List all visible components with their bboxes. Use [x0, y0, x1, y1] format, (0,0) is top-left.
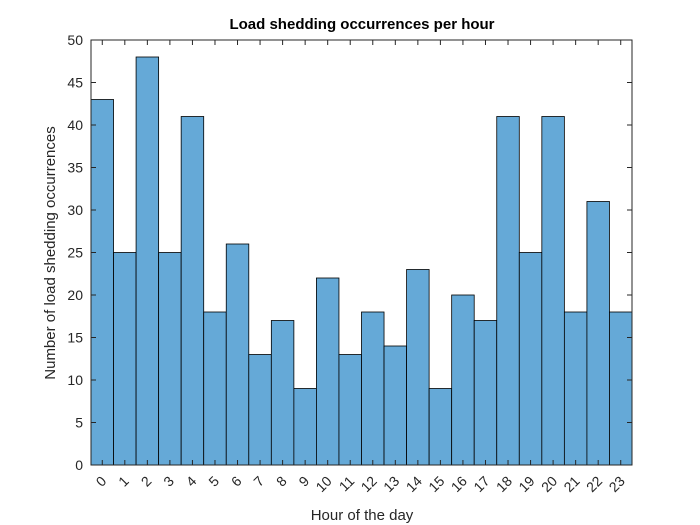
- x-tick-label-22: 22: [583, 473, 605, 495]
- bar-17: [473, 320, 498, 466]
- x-tick-label-0: 0: [93, 473, 110, 490]
- bar-1: [113, 252, 137, 466]
- x-axis-label: Hour of the day: [311, 507, 414, 524]
- y-tick-label: 15: [67, 330, 83, 346]
- bar-12: [361, 311, 385, 466]
- x-tick-label-16: 16: [448, 473, 470, 495]
- x-tick-label-21: 21: [560, 473, 582, 495]
- plot-frame: [90, 39, 633, 466]
- x-tick-label-18: 18: [493, 473, 515, 495]
- bar-9: [293, 388, 317, 466]
- x-tick-label-20: 20: [538, 473, 560, 495]
- bar-19: [518, 252, 543, 466]
- y-axis: 0 5 10 15 20 25 30 35 40 45 50: [67, 32, 632, 473]
- bar-20: [541, 116, 565, 466]
- x-tick-label-12: 12: [358, 473, 380, 495]
- x-tick-label-14: 14: [403, 473, 425, 495]
- bar-10: [316, 277, 340, 466]
- y-tick-label: 25: [67, 245, 83, 261]
- x-tick-label-3: 3: [160, 473, 177, 490]
- y-tick-label: 0: [75, 457, 83, 473]
- bar-13: [383, 345, 407, 466]
- y-tick-label: 40: [67, 117, 83, 133]
- bar-2: [135, 56, 160, 466]
- chart-title: Load shedding occurrences per hour: [229, 16, 494, 33]
- bar-4: [180, 116, 205, 466]
- bar-18: [496, 116, 520, 466]
- bar-23: [609, 311, 633, 466]
- y-tick-label: 20: [67, 287, 83, 303]
- bar-16: [451, 294, 475, 466]
- x-tick-label-1: 1: [115, 473, 132, 490]
- bar-3: [158, 252, 182, 466]
- y-axis-label: Number of load shedding occurrences: [42, 126, 59, 379]
- bar-6: [225, 243, 250, 466]
- bar-21: [563, 311, 588, 466]
- x-tick-label-2: 2: [138, 473, 155, 490]
- x-tick-label-17: 17: [470, 473, 492, 495]
- x-tick-label-8: 8: [273, 473, 290, 490]
- x-tick-label-5: 5: [205, 473, 222, 490]
- y-tick-label: 35: [67, 160, 83, 176]
- x-tick-label-13: 13: [380, 473, 402, 495]
- bar-15: [428, 388, 453, 466]
- bar-7: [248, 354, 272, 466]
- y-tick-label: 5: [75, 415, 83, 431]
- x-tick-label-11: 11: [336, 473, 358, 495]
- y-tick-label: 45: [67, 75, 83, 91]
- x-tick-label-9: 9: [295, 473, 312, 490]
- bar-11: [338, 354, 362, 466]
- x-tick-label-19: 19: [515, 473, 537, 495]
- x-tick-label-15: 15: [425, 473, 447, 495]
- bar-0: [90, 99, 114, 466]
- y-tick-label: 10: [67, 372, 83, 388]
- x-tick-label-10: 10: [312, 473, 334, 495]
- x-tick-label-4: 4: [183, 473, 200, 490]
- x-tick-label-7: 7: [250, 473, 267, 490]
- y-tick-label: 50: [67, 32, 83, 48]
- y-tick-label: 30: [67, 202, 83, 218]
- bar-22: [586, 201, 610, 466]
- bar-5: [203, 311, 227, 466]
- bar-8: [270, 320, 295, 466]
- x-tick-label-6: 6: [228, 473, 245, 490]
- x-tick-label-23: 23: [606, 473, 628, 495]
- bars: [90, 56, 633, 466]
- bar-14: [406, 269, 430, 466]
